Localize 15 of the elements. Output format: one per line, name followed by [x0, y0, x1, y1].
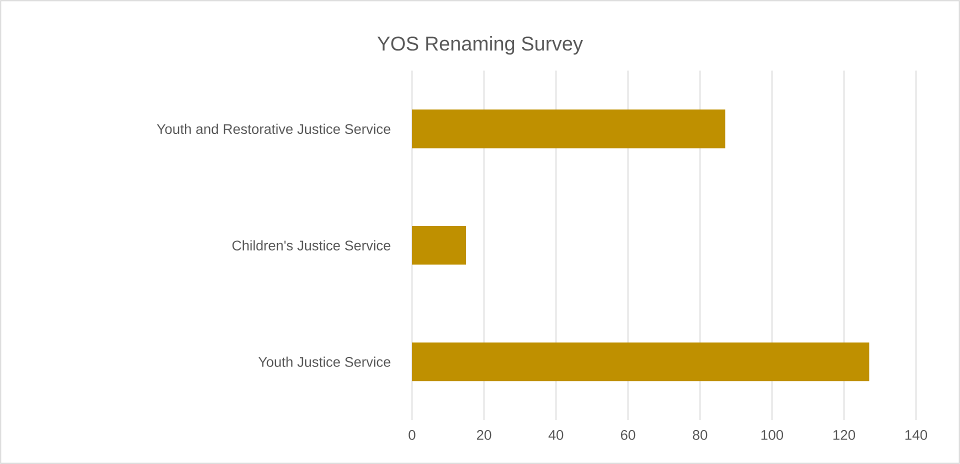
- y-tick-label: Youth and Restorative Justice Service: [156, 124, 390, 134]
- x-tick-label: 60: [620, 430, 636, 440]
- x-tick-label: 120: [833, 430, 856, 440]
- y-tick-label: Children's Justice Service: [232, 240, 390, 250]
- x-tick-label: 100: [761, 430, 784, 440]
- bar: [412, 110, 726, 148]
- x-tick-label: 40: [548, 430, 564, 440]
- x-tick-label: 140: [905, 430, 928, 440]
- bar: [412, 342, 870, 382]
- y-tick-label: Youth Justice Service: [258, 356, 390, 367]
- bar: [412, 226, 466, 265]
- x-tick-label: 20: [476, 430, 492, 440]
- chart-title: YOS Renaming Survey: [377, 36, 583, 55]
- x-tick-label: 80: [692, 430, 708, 440]
- x-tick-label: 0: [408, 430, 416, 440]
